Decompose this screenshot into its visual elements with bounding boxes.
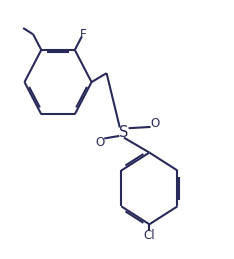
Text: Cl: Cl: [143, 229, 155, 242]
Text: S: S: [119, 125, 129, 140]
Text: F: F: [80, 28, 86, 41]
Text: O: O: [150, 117, 160, 130]
Text: O: O: [95, 136, 104, 149]
